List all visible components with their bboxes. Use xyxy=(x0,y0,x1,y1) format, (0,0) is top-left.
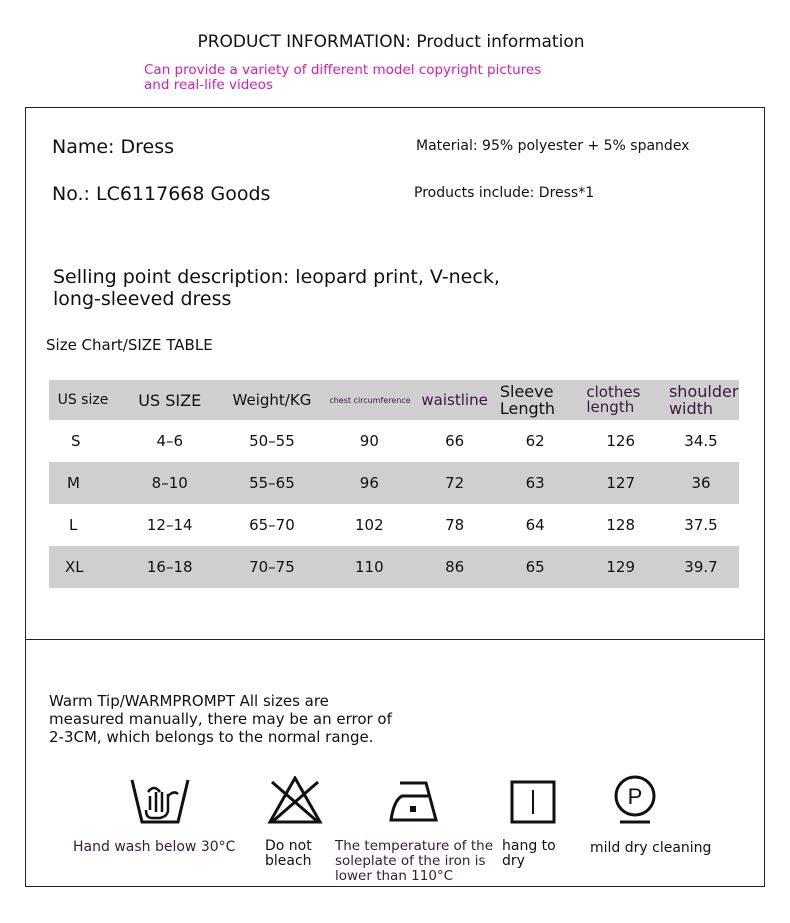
cell: 110 xyxy=(321,546,418,588)
warm-tip-line2: measured manually, there may be an error… xyxy=(49,710,392,728)
warm-tip: Warm Tip/WARMPROMPT All sizes are measur… xyxy=(49,692,392,746)
size-chart-title: Size Chart/SIZE TABLE xyxy=(46,336,213,354)
cell: 4–6 xyxy=(156,432,184,450)
selling-point: Selling point description: leopard print… xyxy=(53,266,500,310)
table-row: XL 16–18 70–75 110 86 65 129 39.7 xyxy=(49,546,739,588)
cell: 37.5 xyxy=(684,516,718,534)
warm-tip-line3: 2-3CM, which belongs to the normal range… xyxy=(49,728,374,746)
header-clothes-length: clothes length xyxy=(578,380,663,420)
cell: 72 xyxy=(417,462,492,504)
page-title: PRODUCT INFORMATION: Product information xyxy=(197,32,585,52)
cell: 55–65 xyxy=(222,462,322,504)
cell: 96 xyxy=(321,462,418,504)
cell: 86 xyxy=(417,546,492,588)
hang-dry-icon xyxy=(510,780,556,824)
cell: 34.5 xyxy=(684,432,718,450)
size-table: US size US SIZE Weight/KG chest circumfe… xyxy=(49,380,739,588)
cell: 66 xyxy=(445,432,465,450)
cell: 126 xyxy=(606,432,635,450)
material: Material: 95% polyester + 5% spandex xyxy=(416,138,690,154)
cell: 102 xyxy=(355,516,384,534)
header-chest: chest circumference xyxy=(321,380,418,420)
cell: 8–10 xyxy=(116,462,223,504)
cell: 128 xyxy=(606,516,635,534)
do-not-bleach-icon xyxy=(267,776,323,824)
cell: 78 xyxy=(445,516,465,534)
cell: 50–55 xyxy=(249,432,295,450)
cell: 63 xyxy=(491,462,579,504)
cell: 16–18 xyxy=(116,546,223,588)
table-row: L 12–14 65–70 102 78 64 128 37.5 xyxy=(49,504,739,546)
cell: M xyxy=(49,462,117,504)
cell: L xyxy=(69,516,78,534)
cell: 65–70 xyxy=(249,516,295,534)
care-box xyxy=(25,638,765,887)
cell: 36 xyxy=(662,462,739,504)
header-weight: Weight/KG xyxy=(222,380,322,420)
table-row: M 8–10 55–65 96 72 63 127 36 xyxy=(49,462,739,504)
cell: 12–14 xyxy=(146,516,193,534)
table-row: S 4–6 50–55 90 66 62 126 34.5 xyxy=(49,420,739,462)
products-include: Products include: Dress*1 xyxy=(414,185,595,201)
cell: 90 xyxy=(359,432,379,450)
header-sleeve-length: Sleeve Length xyxy=(491,380,579,420)
cell: 65 xyxy=(491,546,579,588)
iron-label: The temperature of the soleplate of the … xyxy=(335,838,494,884)
cell: 64 xyxy=(525,516,545,534)
model-pictures-note: Can provide a variety of different model… xyxy=(144,62,542,93)
hand-wash-label: Hand wash below 30°C xyxy=(73,839,236,855)
cell: 129 xyxy=(578,546,663,588)
product-details-box xyxy=(25,107,765,640)
selling-point-line1: Selling point description: leopard print… xyxy=(53,266,500,288)
header-us-size-numeric: US SIZE xyxy=(116,380,223,420)
product-name: Name: Dress xyxy=(52,136,175,158)
selling-point-line2: long-sleeved dress xyxy=(53,288,232,310)
iron-low-icon xyxy=(389,781,438,822)
header-us-size: US size xyxy=(49,380,117,420)
do-not-bleach-label: Do not bleach xyxy=(265,838,312,869)
header-waistline: waistline xyxy=(417,380,492,420)
hang-dry-label: hang to dry xyxy=(502,838,556,869)
size-table-header: US size US SIZE Weight/KG chest circumfe… xyxy=(49,380,739,420)
cell: S xyxy=(71,432,81,450)
header-shoulder-width: shoulder width xyxy=(662,380,739,420)
cell: 62 xyxy=(525,432,545,450)
cell: XL xyxy=(49,546,117,588)
cell: 39.7 xyxy=(662,546,739,588)
mild-dry-clean-icon: P xyxy=(614,775,656,824)
mild-dry-clean-label: mild dry cleaning xyxy=(590,840,712,856)
cell: 127 xyxy=(578,462,663,504)
svg-text:P: P xyxy=(628,784,643,809)
cell: 70–75 xyxy=(222,546,322,588)
product-number: No.: LC6117668 Goods xyxy=(52,183,271,205)
warm-tip-line1: Warm Tip/WARMPROMPT All sizes are xyxy=(49,692,329,710)
hand-wash-icon xyxy=(130,779,190,824)
